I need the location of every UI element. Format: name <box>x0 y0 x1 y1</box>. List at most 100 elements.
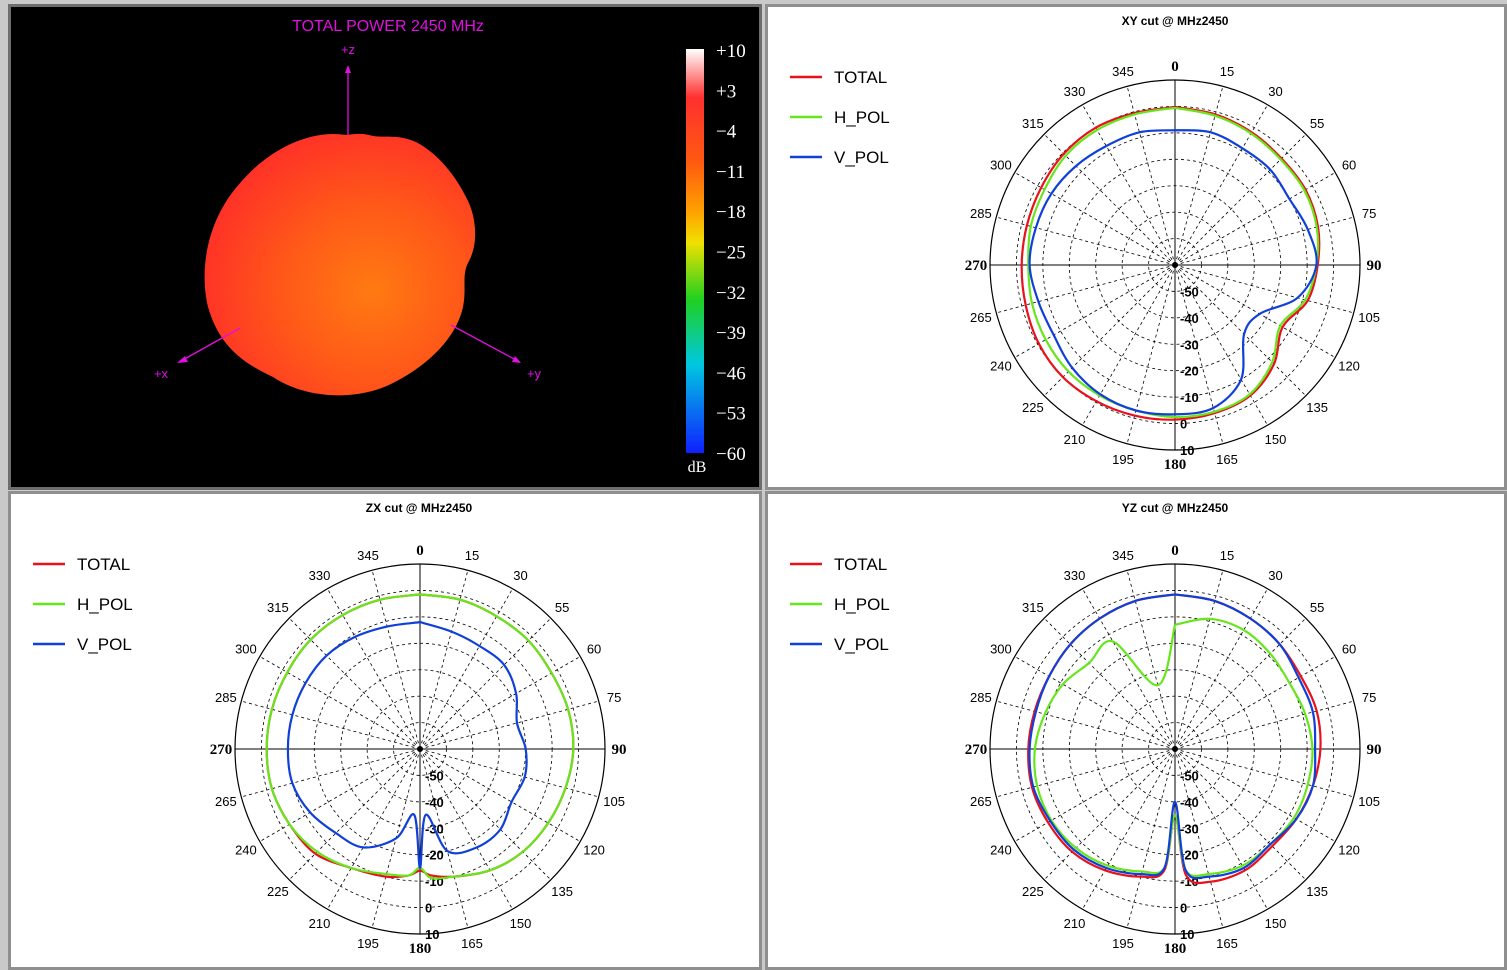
xy-angle-label: 0 <box>1171 59 1179 75</box>
yz-grid-spoke <box>1174 617 1307 750</box>
xy-series-total <box>1020 105 1321 421</box>
xy-legend: TOTAL H_POL V_POL <box>790 68 890 167</box>
yz-angle-label: 285 <box>970 690 992 705</box>
yz-angle-label: 300 <box>990 642 1012 657</box>
yz-grid-spoke <box>1082 588 1176 750</box>
xy-grid-spoke <box>1014 264 1176 358</box>
zx-grid-spoke <box>288 748 421 881</box>
xy-angle-label: 30 <box>1268 84 1282 99</box>
xy-angle-label: 75 <box>1362 206 1376 221</box>
xy-grid-spoke <box>1174 172 1336 266</box>
xy-grid-spoke <box>1174 216 1354 266</box>
yz-radial-label: -20 <box>1180 848 1199 863</box>
xy-grid-spoke <box>1043 264 1176 397</box>
zx-angle-label: 150 <box>510 916 532 931</box>
zx-grid-spoke <box>419 748 581 842</box>
xy-angle-label: 90 <box>1367 258 1382 274</box>
xy-legend-label: H_POL <box>834 108 890 127</box>
zx-legend-label: H_POL <box>77 595 133 614</box>
xy-grid-spoke <box>1174 264 1354 314</box>
yz-angle-label: 0 <box>1171 543 1179 559</box>
yz-grid-spoke <box>1043 748 1176 881</box>
colorbar-labels: +10 +3 −4 −11 −18 −25 −32 −39 −46 −53 −60 <box>716 41 746 465</box>
x-axis-label: +x <box>154 366 169 381</box>
yz-grid-spoke <box>1014 748 1176 842</box>
yz-angle-label: 240 <box>990 843 1012 858</box>
xy-grid-spoke <box>1126 264 1176 444</box>
yz-angle-label: 30 <box>1268 568 1282 583</box>
zx-grid-spoke <box>327 748 421 910</box>
zx-grid-spoke <box>419 748 513 910</box>
xy-grid-spoke <box>1174 264 1268 426</box>
yz-legend-label: V_POL <box>834 635 889 654</box>
xy-grid-spoke <box>1082 264 1176 426</box>
yz-angle-label: 90 <box>1367 742 1382 758</box>
zx-angle-label: 330 <box>309 568 331 583</box>
yz-grid <box>989 563 1361 935</box>
yz-radial-label: -30 <box>1180 821 1199 836</box>
zx-grid-spoke <box>241 700 421 750</box>
yz-grid-spoke <box>1174 748 1224 928</box>
z-axis-label: +z <box>341 42 355 57</box>
yz-angle-label: 120 <box>1338 843 1360 858</box>
zx-angle-label: 265 <box>215 794 237 809</box>
zx-grid-spoke <box>259 748 421 842</box>
xy-cut-chart: XY cut @ MHz2450 0 15 30 55 60 75 90 105 120 135 1… <box>790 14 1382 473</box>
xy-grid-spoke <box>1174 264 1224 444</box>
zx-grid-spoke <box>419 748 599 798</box>
xy-grid <box>989 79 1361 451</box>
xy-cut-panel: XY cut @ MHz2450 0 15 30 55 60 75 90 105 120 135 1… <box>765 4 1507 490</box>
yz-radial-label: 0 <box>1180 901 1187 916</box>
colorbar-tick-label: −53 <box>716 404 746 425</box>
zx-angle-label: 105 <box>603 794 625 809</box>
yz-radial-label: -50 <box>1180 768 1199 783</box>
x-axis-arrow <box>177 356 188 363</box>
xy-angle-label: 55 <box>1310 116 1324 131</box>
xy-angle-label: 180 <box>1164 457 1187 473</box>
zx-angle-label: 225 <box>267 884 289 899</box>
colorbar <box>686 49 704 453</box>
yz-grid-spoke <box>1174 656 1336 750</box>
zx-angle-label: 135 <box>551 884 573 899</box>
xy-cut-title: XY cut @ MHz2450 <box>1122 14 1229 28</box>
yz-angle-label: 60 <box>1342 642 1356 657</box>
colorbar-tick-label: +3 <box>716 81 736 102</box>
colorbar-tick-label: −60 <box>716 444 746 465</box>
yz-angle-label: 180 <box>1164 941 1187 957</box>
xy-legend-label: TOTAL <box>834 68 887 87</box>
xy-grid-spoke <box>1174 86 1224 266</box>
colorbar-tick-label: −18 <box>716 202 746 223</box>
zx-angle-label: 75 <box>607 690 621 705</box>
yz-angle-label: 165 <box>1216 936 1238 951</box>
zx-cut-title: ZX cut @ MHz2450 <box>366 501 473 515</box>
view3d-title: TOTAL POWER 2450 MHz <box>292 18 484 35</box>
xy-grid-spoke <box>1014 172 1176 266</box>
yz-grid-spoke <box>1082 748 1176 910</box>
xy-angle-label: 120 <box>1338 359 1360 374</box>
xy-series-h-pol <box>1027 106 1320 419</box>
yz-cut-panel: YZ cut @ MHz2450 0 15 30 55 60 75 90 105 120 135 1… <box>765 491 1507 970</box>
yz-angle-label: 105 <box>1358 794 1380 809</box>
zx-grid-spoke <box>419 700 599 750</box>
xy-angle-label: 345 <box>1112 64 1134 79</box>
xy-grid-spoke <box>1043 133 1176 266</box>
zx-grid-spoke <box>327 588 421 750</box>
zx-angle-label: 180 <box>409 941 432 957</box>
yz-angle-label: 150 <box>1265 916 1287 931</box>
colorbar-unit: dB <box>688 459 707 476</box>
zx-grid-spoke <box>419 570 469 750</box>
yz-angle-label: 135 <box>1306 884 1328 899</box>
zx-angle-label: 90 <box>612 742 627 758</box>
xy-radial-label: -50 <box>1180 284 1199 299</box>
3d-pattern-panel: TOTAL POWER 2450 MHz +z +x +y +10 +3 −4 −11… <box>8 4 762 490</box>
yz-grid-spoke <box>1126 748 1176 928</box>
yz-angle-label: 210 <box>1064 916 1086 931</box>
xy-grid-spoke <box>1174 104 1268 266</box>
yz-legend: TOTAL H_POL V_POL <box>790 555 890 654</box>
yz-angle-label: 270 <box>965 742 988 758</box>
yz-legend-label: H_POL <box>834 595 890 614</box>
zx-radial-label: -50 <box>425 768 444 783</box>
yz-grid-spoke <box>996 700 1176 750</box>
y-axis-label: +y <box>527 366 542 381</box>
xy-grid-spoke <box>1126 86 1176 266</box>
